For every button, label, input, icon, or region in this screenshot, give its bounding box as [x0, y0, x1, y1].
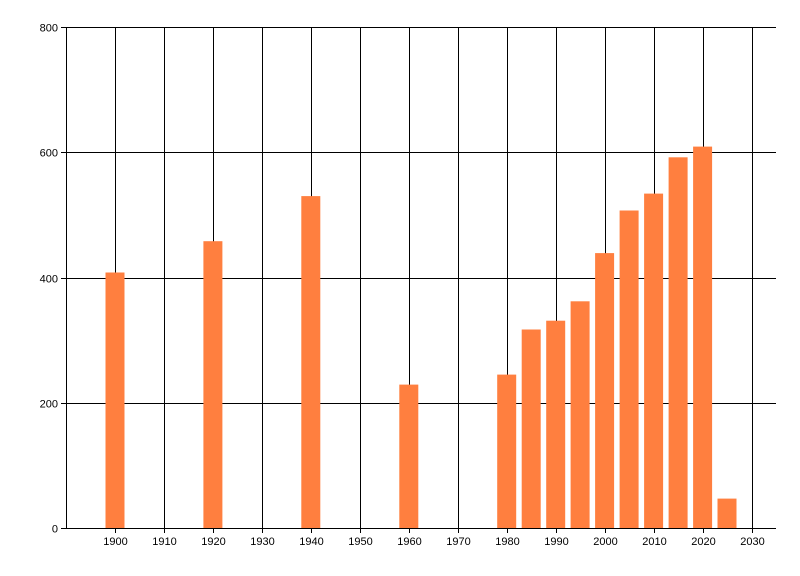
x-tick-label: 1910	[152, 536, 176, 548]
x-tick-label: 1960	[397, 536, 421, 548]
axes	[61, 27, 776, 533]
bar-1960	[399, 384, 419, 528]
x-tick-label: 1950	[348, 536, 372, 548]
x-tick-label: 1980	[495, 536, 519, 548]
x-tick-label: 1990	[544, 536, 568, 548]
bar-2025	[717, 498, 737, 528]
bar-1980	[497, 374, 517, 528]
y-tick-label: 600	[40, 148, 58, 160]
y-tick-label: 800	[40, 23, 58, 35]
tick-labels: 0 200 400 600 800 1900 1910 1920 1930 1940 1950 196…	[40, 23, 765, 549]
bar-1985	[521, 329, 541, 528]
y-tick-label: 200	[40, 399, 58, 411]
bars	[105, 146, 737, 529]
bar-2005	[619, 210, 639, 528]
x-tick-label: 2020	[691, 536, 715, 548]
x-tick-label: 1940	[299, 536, 323, 548]
x-tick-label: 1920	[201, 536, 225, 548]
bar-1940	[301, 196, 321, 528]
x-tick-label: 1970	[446, 536, 470, 548]
bar-2015	[668, 157, 688, 529]
bar-1995	[570, 301, 590, 528]
bar-2020	[693, 146, 713, 528]
y-tick-label: 400	[40, 274, 58, 286]
bar-1990	[546, 320, 566, 528]
x-tick-label: 1900	[103, 536, 127, 548]
y-tick-label: 0	[52, 524, 58, 536]
x-tick-label: 2000	[593, 536, 617, 548]
bar-2000	[595, 253, 615, 528]
bar-1900	[105, 272, 125, 528]
bar-2010	[644, 193, 664, 528]
bar-1920	[203, 241, 223, 528]
x-tick-label: 2030	[740, 536, 764, 548]
x-tick-label: 1930	[250, 536, 274, 548]
x-tick-label: 2010	[642, 536, 666, 548]
